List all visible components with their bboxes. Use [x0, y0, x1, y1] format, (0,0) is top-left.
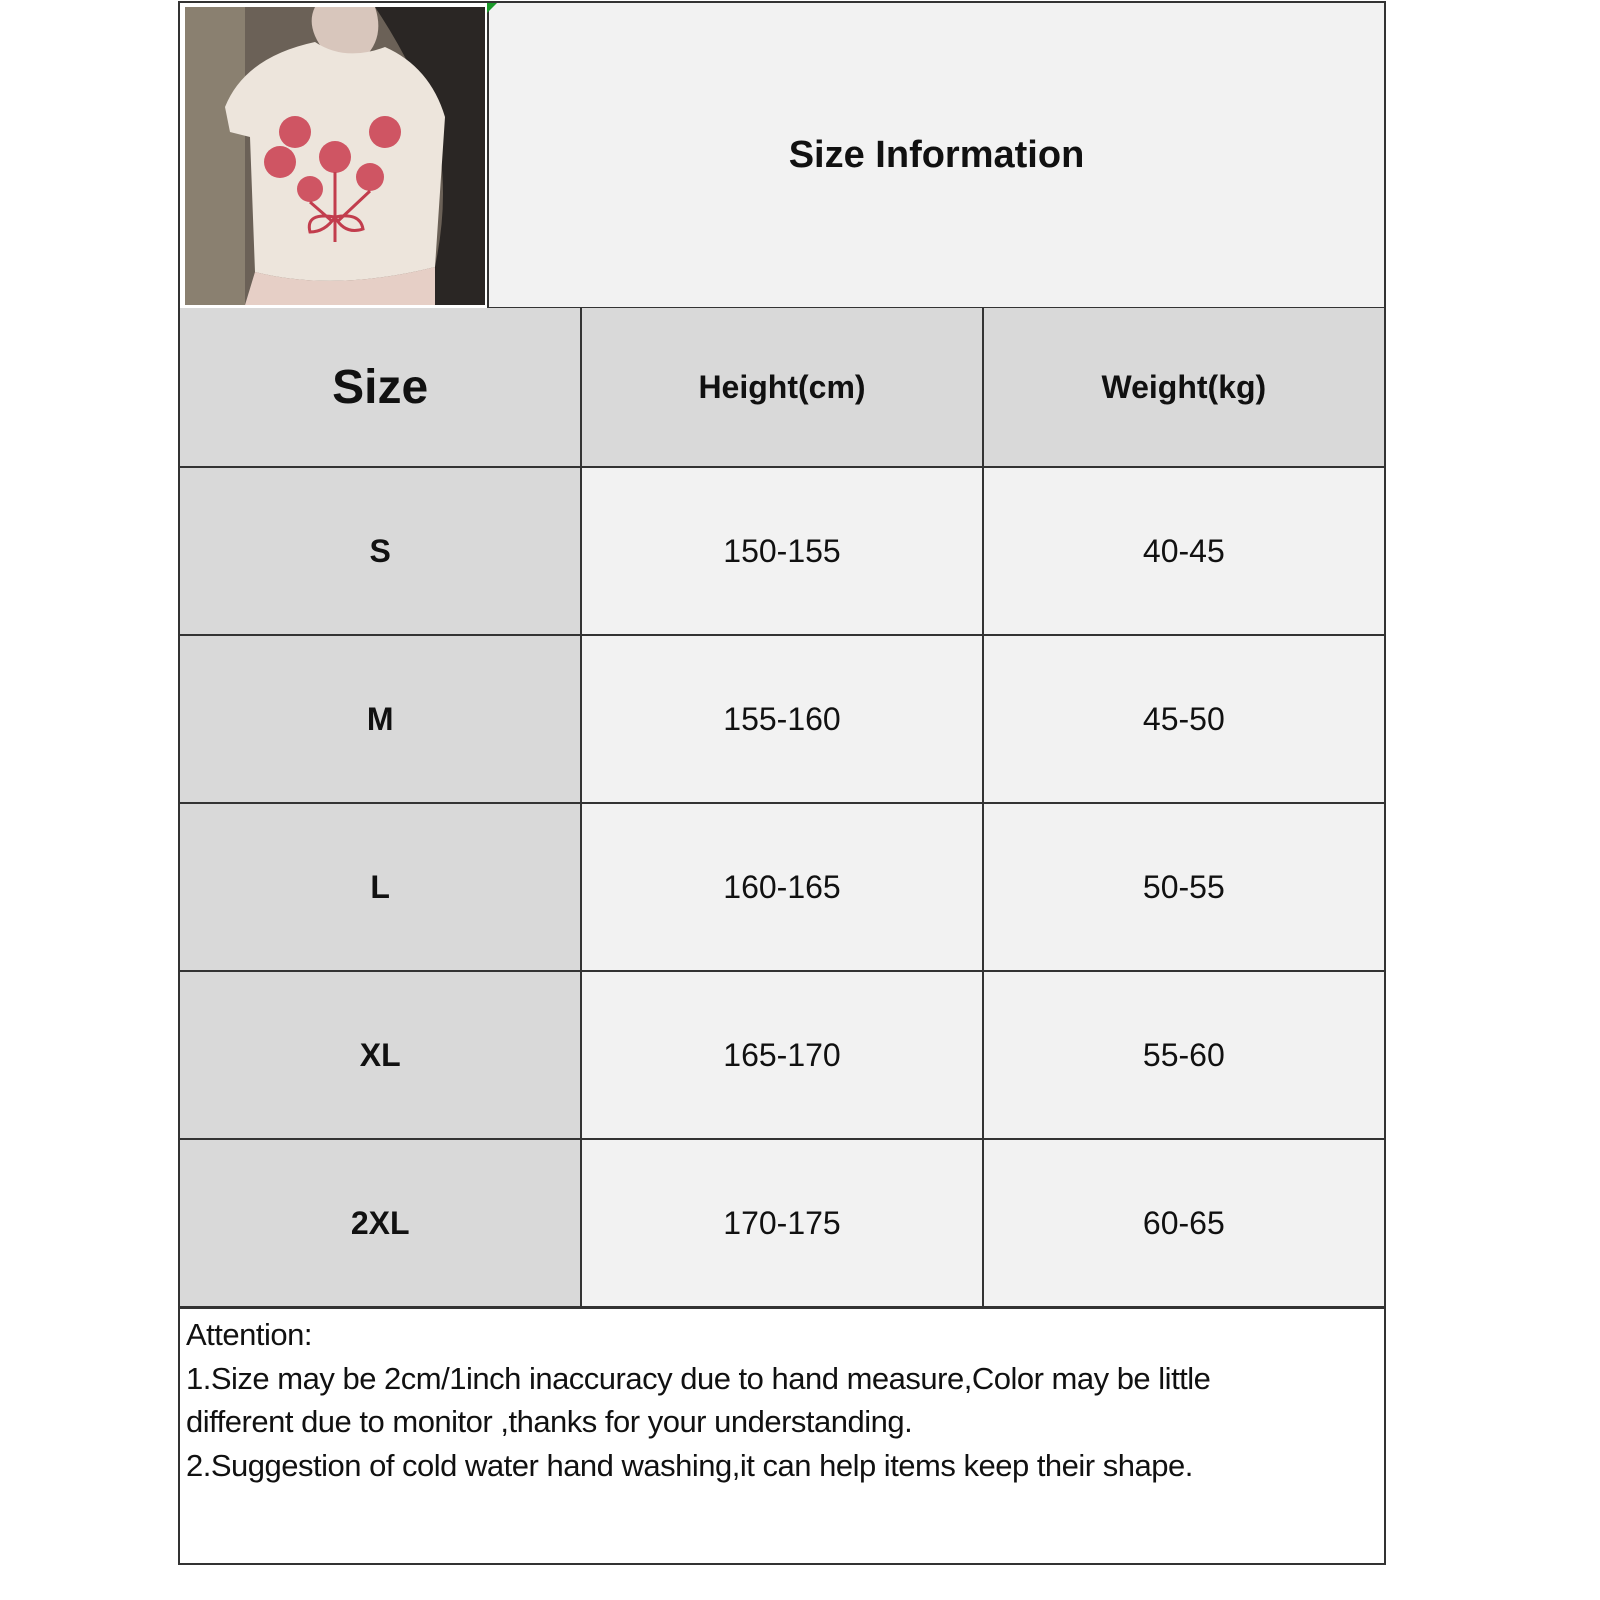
- weight-cell: 50-55: [981, 802, 1384, 972]
- page-title: Size Information: [788, 133, 1085, 176]
- cell-marker-icon: [487, 3, 497, 13]
- note-line: different due to monitor ,thanks for you…: [186, 1404, 913, 1439]
- column-header-size: Size: [180, 308, 583, 468]
- note-line: 2.Suggestion of cold water hand washing,…: [186, 1447, 1193, 1483]
- size-cell: S: [180, 466, 583, 636]
- height-cell: 160-165: [580, 802, 984, 972]
- height-cell: 165-170: [580, 970, 984, 1140]
- height-cell: 155-160: [580, 634, 984, 804]
- weight-cell: 40-45: [981, 466, 1384, 636]
- size-cell: XL: [180, 970, 583, 1140]
- size-cell: 2XL: [180, 1138, 583, 1308]
- weight-cell: 45-50: [981, 634, 1384, 804]
- table-row: L 160-165 50-55: [180, 802, 1384, 972]
- size-chart: Size Information Size Height(cm) Weight(…: [178, 1, 1386, 1565]
- column-header-weight: Weight(kg): [981, 308, 1384, 468]
- size-cell: M: [180, 634, 583, 804]
- tshirt-image: [185, 7, 485, 305]
- title-cell: Size Information: [487, 3, 1384, 309]
- attention-notes: Attention: 1.Size may be 2cm/1inch inacc…: [180, 1307, 1384, 1563]
- table-row: M 155-160 45-50: [180, 634, 1384, 804]
- note-line: 1.Size may be 2cm/1inch inaccuracy due t…: [186, 1360, 1211, 1396]
- notes-heading: Attention:: [186, 1317, 312, 1352]
- table-row: XL 165-170 55-60: [180, 970, 1384, 1140]
- size-cell: L: [180, 802, 583, 972]
- table-row: 2XL 170-175 60-65: [180, 1138, 1384, 1308]
- column-header-height: Height(cm): [580, 308, 984, 468]
- weight-cell: 55-60: [981, 970, 1384, 1140]
- height-cell: 170-175: [580, 1138, 984, 1308]
- weight-cell: 60-65: [981, 1138, 1384, 1308]
- table-row: S 150-155 40-45: [180, 466, 1384, 636]
- table-header-row: Size Height(cm) Weight(kg): [180, 308, 1384, 468]
- height-cell: 150-155: [580, 466, 984, 636]
- size-table: Size Height(cm) Weight(kg) S 150-155 40-…: [180, 308, 1384, 1308]
- product-photo: [185, 7, 485, 305]
